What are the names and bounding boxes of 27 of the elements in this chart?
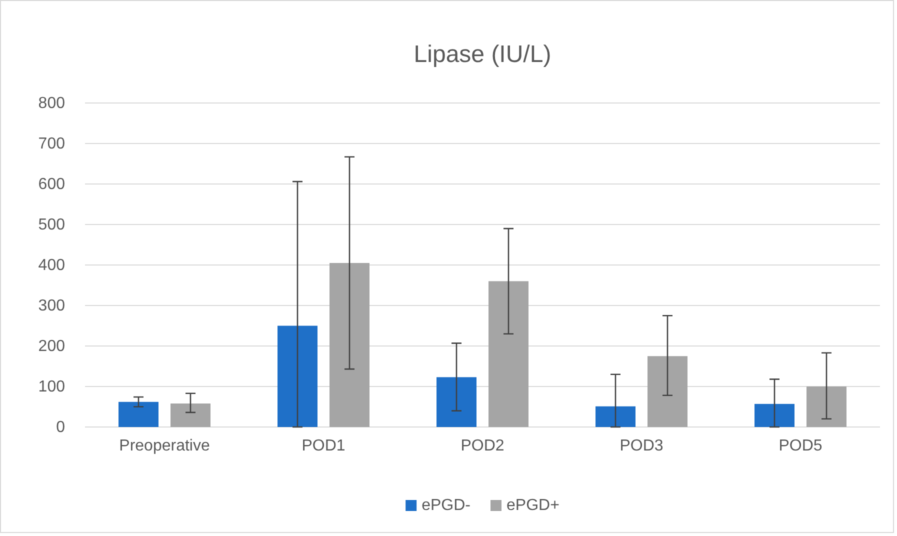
y-tick-label: 700	[38, 136, 66, 153]
bar	[330, 262, 370, 427]
bar	[806, 386, 846, 427]
y-tick-label: 300	[38, 298, 66, 315]
x-tick-label: POD5	[778, 437, 822, 454]
y-tick-label: 0	[56, 419, 66, 436]
bar	[436, 377, 476, 427]
chart-title: Lipase (IU/L)	[414, 41, 552, 68]
y-tick-label: 200	[38, 338, 66, 356]
bar	[170, 404, 210, 427]
y-tick-label: 800	[38, 95, 66, 112]
y-tick-label: 100	[38, 378, 66, 396]
bar	[754, 404, 794, 427]
bar	[118, 402, 158, 427]
bar	[596, 406, 636, 427]
y-tick-label: 600	[38, 176, 66, 194]
bar	[488, 281, 528, 427]
x-tick-label: POD2	[460, 437, 504, 454]
bar	[648, 356, 688, 427]
y-tick-label: 400	[38, 257, 66, 274]
legend-label: ePGD-	[422, 497, 470, 514]
x-tick-label: POD1	[302, 437, 346, 454]
bar	[278, 326, 318, 427]
legend-label: ePGD+	[506, 497, 560, 514]
x-tick-label: Preoperative	[119, 437, 210, 454]
x-tick-label: POD3	[620, 437, 664, 454]
y-tick-label: 500	[38, 216, 66, 234]
